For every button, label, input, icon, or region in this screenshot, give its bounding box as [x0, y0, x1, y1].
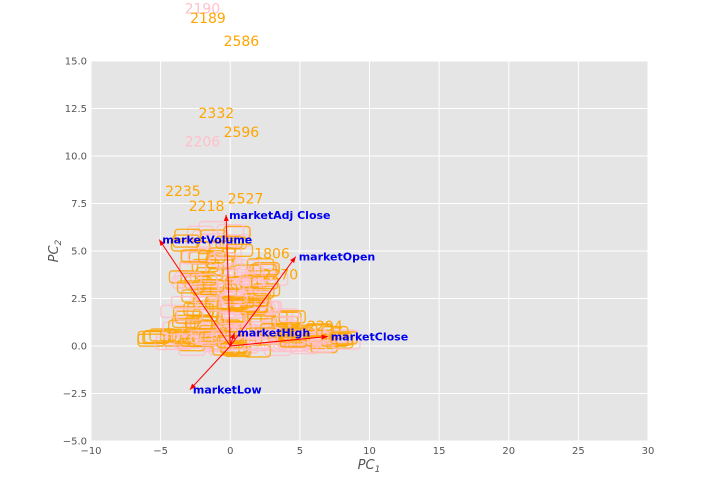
y-tick-labels: −5.0 −2.5 0.0 2.5 5.0 7.5 10.0 12.5 15.0 — [63, 57, 87, 448]
point-label: 2189 — [190, 11, 226, 27]
point-mark — [305, 339, 334, 354]
point-mark — [170, 238, 199, 252]
point-label: 1806 — [254, 247, 290, 263]
loading-arrows: marketAdj Close marketVolume marketOpen mar… — [158, 209, 408, 397]
point-mark — [215, 235, 243, 249]
y-axis-label: PC2 — [47, 239, 64, 262]
point-mark — [301, 329, 329, 344]
point-mark — [143, 329, 172, 344]
point-label: 2332 — [199, 106, 235, 122]
point-mark — [172, 234, 200, 248]
y-tick-label: 2.5 — [71, 294, 87, 305]
loading-label: marketOpen — [299, 251, 376, 264]
point-mark — [175, 307, 204, 321]
y-tick-label: 0.0 — [71, 342, 87, 353]
point-mark — [176, 280, 205, 294]
point-mark — [168, 270, 197, 284]
loading-arrow-head — [189, 383, 196, 390]
point-mark — [174, 271, 202, 285]
loading-arrow — [158, 239, 231, 347]
point-mark — [248, 278, 277, 293]
x-tick-label: 25 — [572, 446, 585, 457]
point-label: 2294 — [307, 319, 343, 335]
loading-label: marketLow — [193, 384, 262, 397]
point-mark — [209, 252, 237, 266]
point-mark — [251, 275, 279, 290]
point-mark — [330, 331, 358, 345]
point-label: 2270 — [263, 268, 299, 284]
y-tick-label: −5.0 — [63, 437, 87, 448]
point-mark — [184, 316, 213, 330]
point-mark — [234, 279, 262, 293]
x-tick-label: 20 — [502, 446, 515, 457]
loading-arrow — [225, 214, 231, 347]
loading-arrow — [189, 345, 231, 391]
point-mark — [227, 325, 255, 340]
point-label: 2586 — [224, 34, 260, 50]
x-tick-label: 10 — [363, 446, 376, 457]
point-mark — [321, 325, 349, 340]
x-tick-label: 30 — [642, 446, 655, 457]
x-axis-label: PC1 — [358, 458, 381, 475]
loading-label: marketClose — [331, 331, 408, 344]
point-mark — [180, 249, 208, 263]
point-mark — [249, 315, 277, 329]
x-tick-label: 0 — [227, 446, 233, 457]
point-mark — [241, 293, 270, 307]
grid-lines — [90, 60, 649, 442]
point-mark — [198, 249, 226, 264]
x-tick-label: 5 — [297, 446, 303, 457]
x-tick-label: −5 — [153, 446, 168, 457]
point-mark — [290, 324, 318, 338]
loading-label: marketAdj Close — [229, 209, 330, 222]
loading-arrow-head — [321, 334, 328, 340]
loading-arrow-head — [223, 214, 229, 221]
loading-arrow-head — [230, 332, 236, 340]
loading-arrow-head — [290, 256, 296, 264]
point-mark — [220, 291, 248, 306]
loading-arrow-head — [159, 239, 165, 246]
loading-label: marketVolume — [162, 234, 252, 247]
point-label: 2235 — [165, 184, 201, 200]
loading-arrow — [229, 256, 297, 347]
y-tick-label: −2.5 — [63, 389, 87, 400]
y-tick-label: 5.0 — [71, 247, 87, 258]
point-label: 2190 — [185, 2, 221, 18]
loading-arrow — [230, 336, 328, 347]
point-label: 2218 — [189, 199, 225, 215]
point-mark — [225, 243, 254, 258]
point-mark — [217, 282, 245, 296]
point-mark — [271, 308, 300, 322]
point-mark — [196, 278, 225, 293]
point-mark — [197, 329, 226, 344]
point-mark — [223, 225, 251, 240]
point-mark — [280, 327, 308, 342]
y-tick-label: 7.5 — [71, 199, 87, 210]
loading-label: marketHigh — [237, 327, 310, 340]
point-mark — [223, 234, 251, 248]
y-tick-label: 15.0 — [65, 57, 87, 68]
point-label: 2206 — [185, 135, 221, 151]
point-label: 2596 — [224, 125, 260, 141]
point-mark — [181, 251, 209, 265]
point-mark — [187, 248, 215, 262]
y-tick-label: 10.0 — [65, 152, 87, 163]
x-tick-label: 15 — [433, 446, 446, 457]
point-mark — [171, 275, 200, 289]
point-mark — [192, 280, 220, 294]
y-tick-label: 12.5 — [65, 104, 87, 115]
point-label: 2527 — [228, 192, 264, 208]
x-tick-label: −10 — [80, 446, 101, 457]
point-mark — [214, 245, 242, 259]
point-mark — [198, 283, 226, 297]
x-tick-labels: −10 −5 0 5 10 15 20 25 30 — [80, 446, 654, 457]
point-mark — [218, 262, 247, 276]
